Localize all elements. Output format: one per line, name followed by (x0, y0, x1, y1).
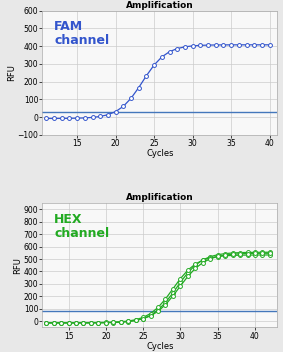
Title: Amplification: Amplification (126, 193, 194, 202)
X-axis label: Cycles: Cycles (146, 342, 174, 351)
Text: FAM
channel: FAM channel (54, 20, 109, 48)
X-axis label: Cycles: Cycles (146, 149, 174, 158)
Y-axis label: RFU: RFU (13, 257, 22, 274)
Text: HEX
channel: HEX channel (54, 213, 109, 240)
Title: Amplification: Amplification (126, 1, 194, 10)
Y-axis label: RFU: RFU (7, 64, 16, 81)
